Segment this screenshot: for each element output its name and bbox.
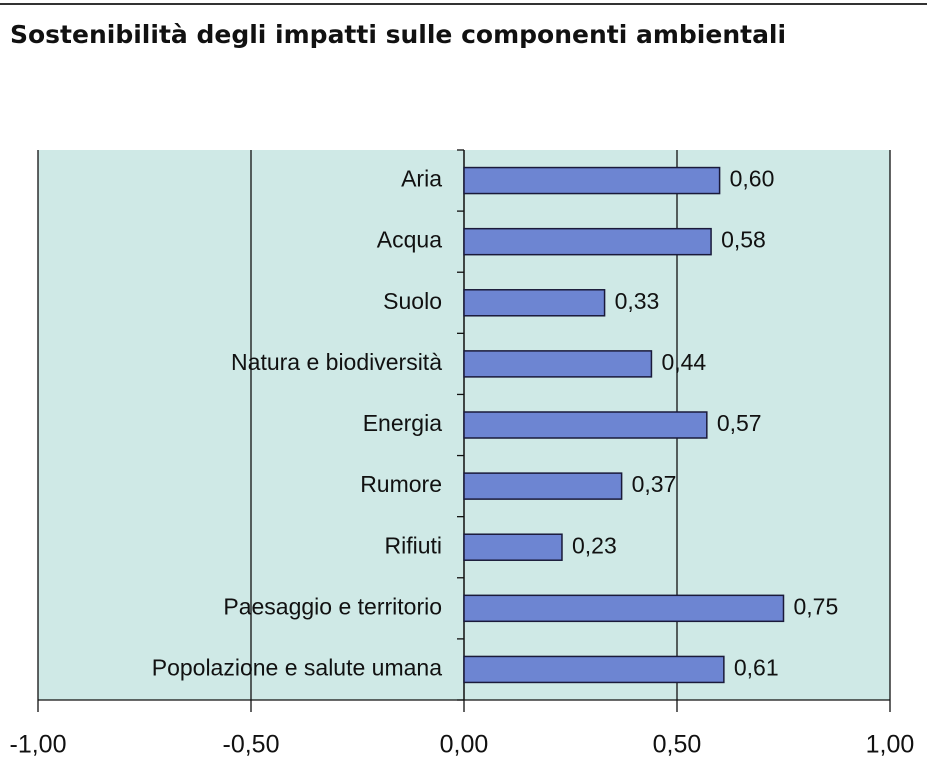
bar [463, 655, 725, 684]
bar [463, 166, 721, 195]
value-label: 0,75 [794, 593, 839, 619]
bar [463, 227, 712, 256]
y-tick-label: Popolazione e salute umana [152, 655, 442, 681]
value-label: 0,23 [572, 532, 617, 558]
bar [463, 472, 623, 500]
y-tick-label: Paesaggio e territorio [223, 593, 442, 619]
y-tick-label: Energia [363, 410, 442, 436]
y-tick-label: Aria [401, 166, 442, 192]
x-tick-label: 1,00 [866, 731, 915, 759]
y-tick-label: Suolo [383, 288, 442, 314]
bar [463, 289, 606, 317]
bar [463, 350, 653, 378]
value-label: 0,58 [721, 227, 766, 253]
bar [463, 533, 563, 561]
y-tick-label: Acqua [377, 227, 442, 253]
x-tick-label: 0,50 [653, 731, 702, 759]
value-label: 0,60 [730, 166, 775, 192]
x-tick-label: -1,00 [10, 731, 67, 759]
x-tick-label: -0,50 [223, 731, 280, 759]
value-label: 0,37 [632, 471, 677, 497]
value-label: 0,57 [717, 410, 762, 436]
y-tick-label: Rumore [360, 471, 442, 497]
value-label: 0,33 [615, 288, 660, 314]
x-tick-label: 0,00 [440, 731, 489, 759]
value-label: 0,61 [734, 655, 779, 681]
y-tick-label: Rifiuti [384, 532, 442, 558]
y-tick-label: Natura e biodiversità [231, 349, 442, 375]
bar [463, 411, 708, 439]
value-label: 0,44 [661, 349, 706, 375]
chart-title: Sostenibilità degli impatti sulle compon… [10, 20, 786, 49]
bar [463, 594, 785, 623]
